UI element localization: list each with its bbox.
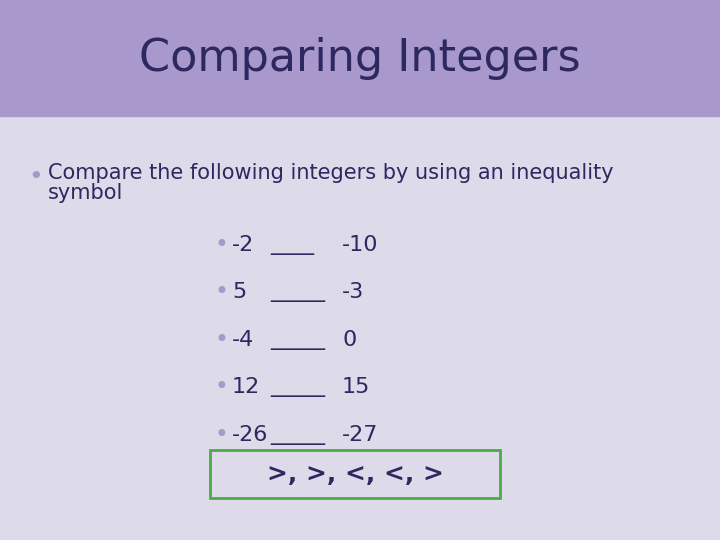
Bar xyxy=(0,0,720,116)
Text: -26: -26 xyxy=(232,425,269,445)
Text: Compare the following integers by using an inequality: Compare the following integers by using … xyxy=(48,163,613,183)
Text: _____: _____ xyxy=(270,425,325,445)
Text: -2: -2 xyxy=(232,235,254,255)
Text: ____: ____ xyxy=(270,235,314,255)
Text: •: • xyxy=(215,233,229,257)
Text: •: • xyxy=(215,328,229,352)
Text: -4: -4 xyxy=(232,330,254,350)
Text: Comparing Integers: Comparing Integers xyxy=(139,37,581,79)
Bar xyxy=(210,450,500,498)
Text: _____: _____ xyxy=(270,330,325,350)
Text: symbol: symbol xyxy=(48,183,123,203)
Text: 0: 0 xyxy=(342,330,356,350)
Text: _____: _____ xyxy=(270,377,325,397)
Text: 12: 12 xyxy=(232,377,260,397)
Text: 5: 5 xyxy=(232,282,246,302)
Text: -3: -3 xyxy=(342,282,364,302)
Text: -10: -10 xyxy=(342,235,379,255)
Text: _____: _____ xyxy=(270,282,325,302)
Text: •: • xyxy=(28,165,42,189)
Text: 15: 15 xyxy=(342,377,370,397)
Text: •: • xyxy=(215,375,229,399)
Text: •: • xyxy=(215,423,229,447)
Text: •: • xyxy=(215,280,229,304)
Text: >, >, <, <, >: >, >, <, <, > xyxy=(266,462,444,486)
Text: -27: -27 xyxy=(342,425,379,445)
